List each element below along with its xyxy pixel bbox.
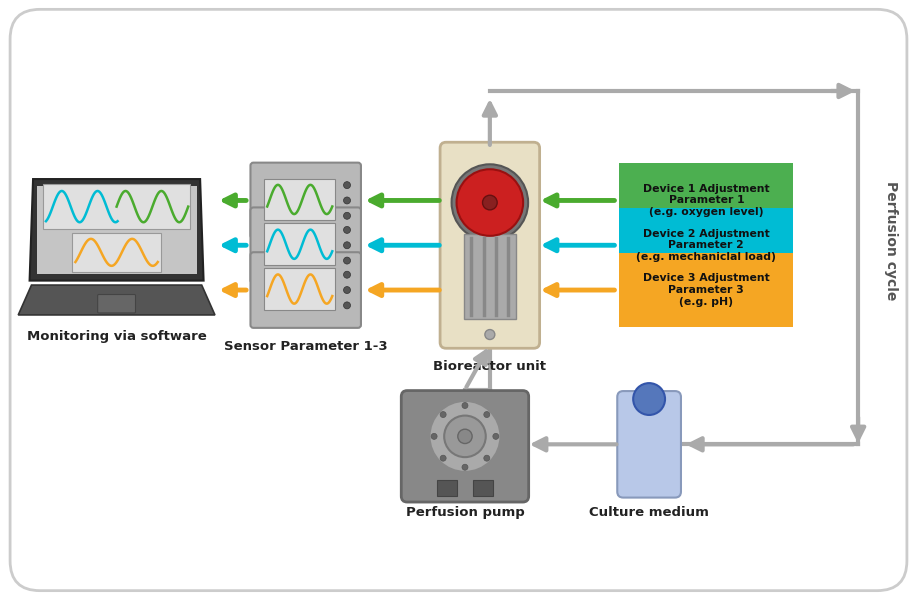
Circle shape	[457, 169, 523, 236]
Text: Bioreactor unit: Bioreactor unit	[434, 360, 547, 373]
Circle shape	[344, 287, 350, 293]
Circle shape	[440, 412, 447, 418]
Circle shape	[633, 383, 665, 415]
FancyBboxPatch shape	[250, 208, 361, 283]
Text: Perfusion cycle: Perfusion cycle	[884, 181, 898, 300]
Text: Monitoring via software: Monitoring via software	[27, 330, 206, 343]
Circle shape	[344, 182, 350, 188]
Bar	[619, 208, 793, 283]
FancyBboxPatch shape	[98, 295, 136, 313]
Circle shape	[344, 271, 350, 278]
Polygon shape	[29, 179, 204, 281]
Bar	[264, 268, 336, 310]
Polygon shape	[18, 285, 215, 315]
FancyBboxPatch shape	[250, 252, 361, 328]
Circle shape	[344, 257, 350, 264]
Bar	[619, 163, 793, 238]
Circle shape	[344, 242, 350, 249]
Bar	[43, 184, 190, 229]
Circle shape	[451, 164, 528, 241]
FancyBboxPatch shape	[617, 391, 681, 497]
Circle shape	[482, 195, 497, 210]
Circle shape	[344, 212, 350, 219]
Circle shape	[344, 226, 350, 233]
Circle shape	[492, 433, 499, 439]
Circle shape	[444, 416, 486, 457]
Circle shape	[344, 302, 350, 309]
Circle shape	[440, 455, 447, 461]
Circle shape	[431, 433, 437, 439]
Text: Device 1 Adjustment
Parameter 1
(e.g. oxygen level): Device 1 Adjustment Parameter 1 (e.g. ox…	[643, 184, 769, 217]
Text: Perfusion pump: Perfusion pump	[405, 506, 525, 519]
Text: Device 3 Adjustment
Parameter 3
(e.g. pH): Device 3 Adjustment Parameter 3 (e.g. pH…	[643, 274, 769, 307]
Bar	[264, 223, 336, 265]
Circle shape	[429, 401, 501, 472]
Text: Device 2 Adjustment
Parameter 2
(e.g. mechaniclal load): Device 2 Adjustment Parameter 2 (e.g. me…	[636, 229, 777, 262]
Circle shape	[462, 464, 468, 470]
FancyBboxPatch shape	[402, 391, 529, 502]
Text: Culture medium: Culture medium	[590, 506, 709, 519]
Circle shape	[485, 329, 495, 340]
Bar	[264, 179, 336, 220]
Circle shape	[458, 429, 472, 443]
Bar	[72, 233, 160, 272]
Circle shape	[484, 412, 490, 418]
FancyBboxPatch shape	[440, 142, 539, 348]
FancyBboxPatch shape	[10, 10, 907, 590]
Text: Sensor Parameter 1-3: Sensor Parameter 1-3	[224, 340, 388, 353]
Bar	[473, 480, 492, 496]
Circle shape	[462, 403, 468, 409]
Bar	[464, 233, 516, 319]
Bar	[437, 480, 457, 496]
Bar	[37, 186, 196, 274]
Bar	[619, 253, 793, 328]
FancyBboxPatch shape	[250, 163, 361, 238]
Circle shape	[484, 455, 490, 461]
Circle shape	[344, 197, 350, 204]
